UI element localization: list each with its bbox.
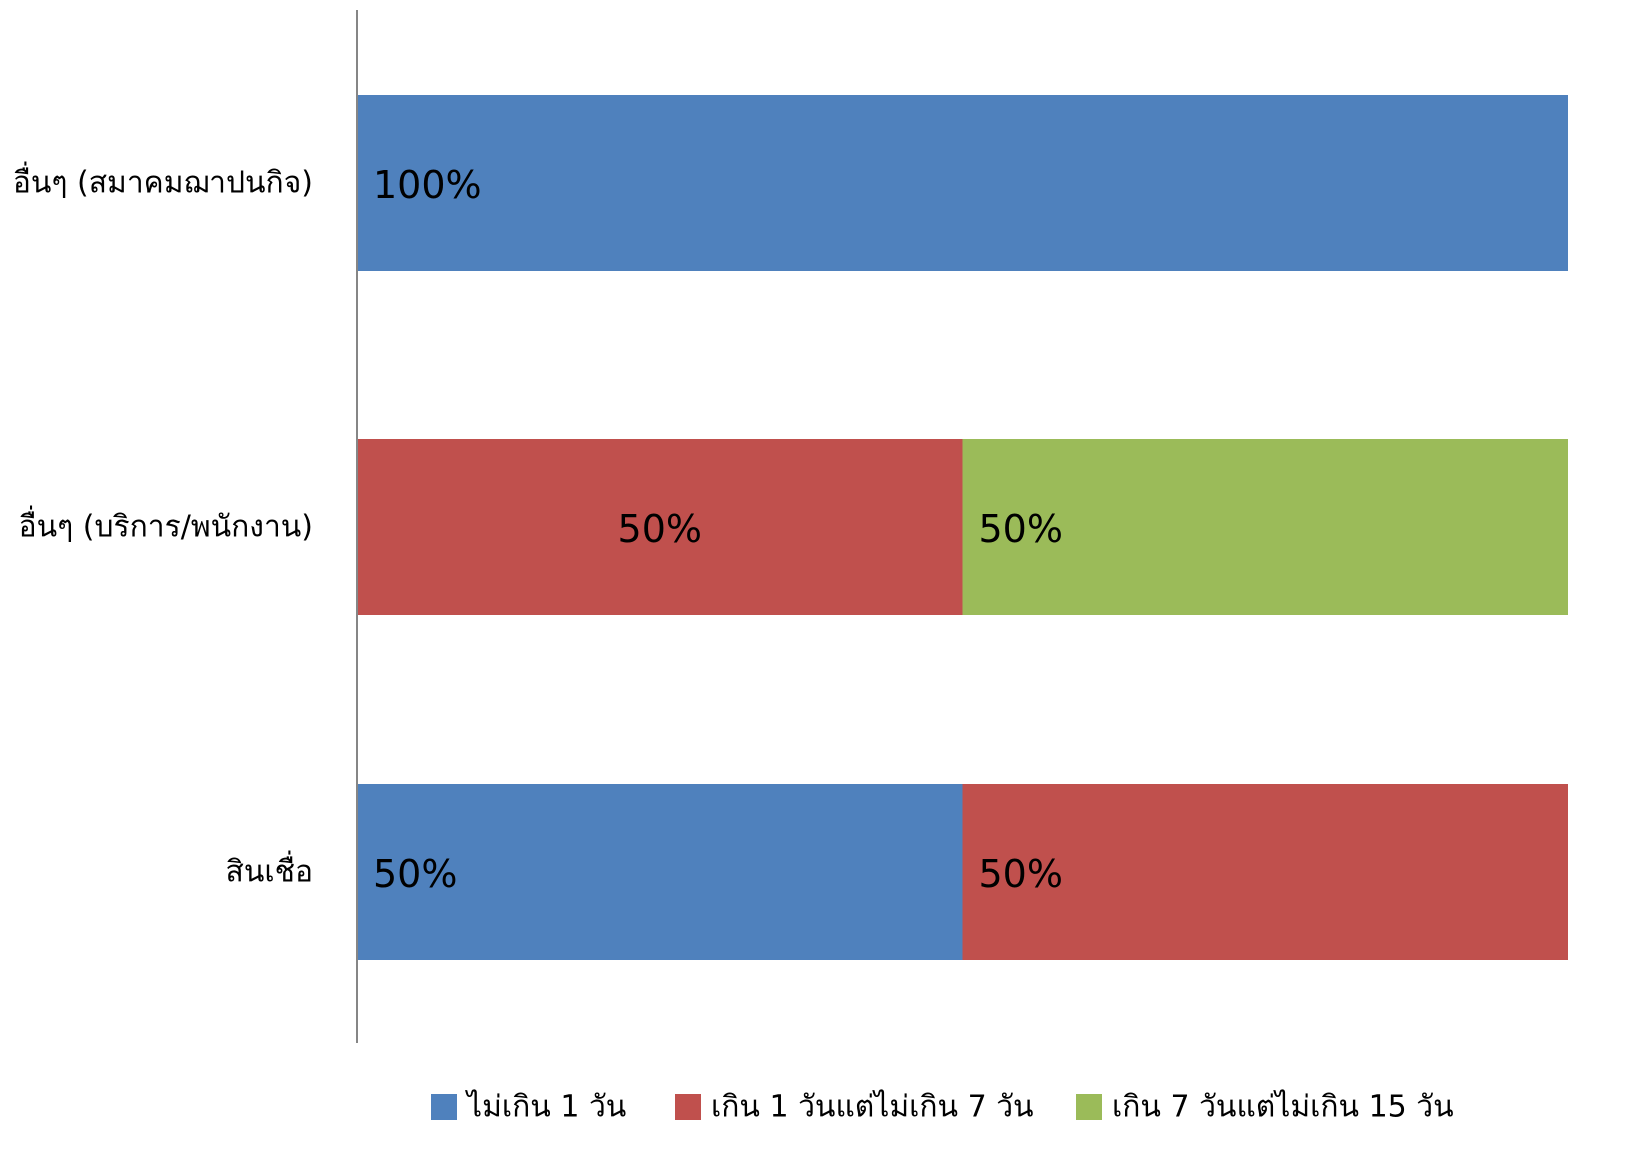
data-label-3-series-1: 50%	[373, 852, 457, 896]
bar-2-series-2	[357, 439, 963, 615]
data-label-2-series-2: 50%	[618, 507, 702, 551]
bar-3-series-2	[962, 784, 1568, 960]
data-label-1-series-1: 100%	[373, 163, 482, 207]
bar-3-series-1	[357, 784, 963, 960]
legend-swatch-3	[1076, 1094, 1102, 1120]
category-label-3: สินเชื่อ	[226, 851, 313, 890]
legend-label-1: ไม่เกิน 1 วัน	[465, 1089, 626, 1125]
bar-2-series-3	[962, 439, 1568, 615]
category-label-1: อื่นๆ (สมาคมฌาปนกิจ)	[13, 162, 313, 201]
data-label-3-series-2: 50%	[979, 852, 1063, 896]
data-label-2-series-3: 50%	[979, 507, 1063, 551]
category-label-2: อื่นๆ (บริการ/พนักงาน)	[19, 506, 313, 545]
legend-label-3: เกิน 7 วันแต่ไม่เกิน 15 วัน	[1112, 1089, 1454, 1125]
legend-label-2: เกิน 1 วันแต่ไม่เกิน 7 วัน	[711, 1089, 1034, 1125]
legend-swatch-1	[431, 1094, 457, 1120]
bar-1-series-1	[357, 95, 1568, 271]
legend-swatch-2	[675, 1094, 701, 1120]
